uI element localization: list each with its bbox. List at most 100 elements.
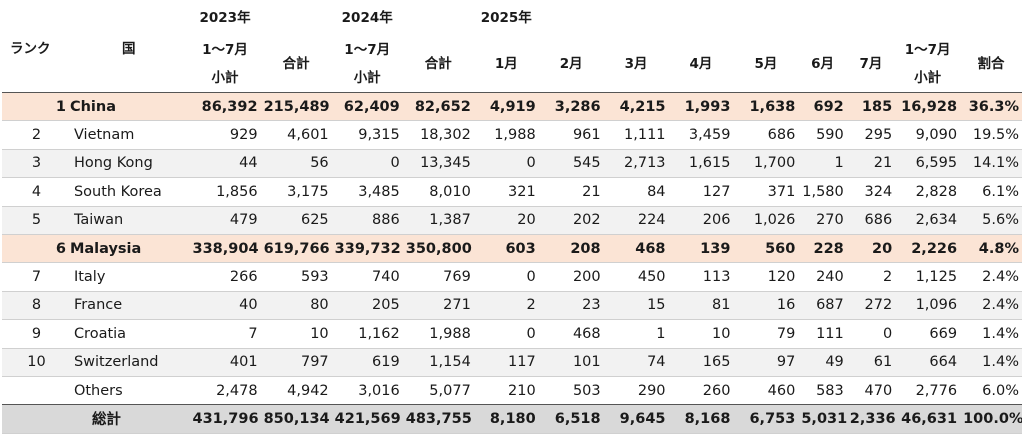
value-cell: 84 [647,183,666,200]
total-value-cell: 8,180 [473,404,539,434]
country-cell: Switzerland [67,348,190,377]
value-cell: 21 [846,149,896,178]
value-cell: 49 [798,348,847,377]
value-cell: 669 [929,325,958,342]
header-spacer [2,0,68,36]
header-2023-subtotal: 小計 [211,69,239,86]
value-cell: 468 [572,325,601,342]
country-cell: Others [73,382,123,399]
value-cell: 2.4% [960,291,1022,320]
value-cell: 503 [572,382,601,399]
value-cell: 272 [846,291,896,320]
value-cell: 7 [248,325,258,342]
value-cell: 6.1% [982,183,1019,200]
value-cell: 9,315 [358,127,400,144]
value-cell: 769 [443,269,471,286]
value-cell: 97 [733,348,799,377]
value-cell: 603 [473,234,539,263]
value-cell: 14.1% [960,149,1022,178]
value-cell: 13,345 [402,149,474,178]
value-cell: 206 [668,206,734,235]
value-cell: 6.0% [982,382,1019,399]
value-cell: 120 [767,269,796,286]
header-year-2023: 2023年 [199,10,251,26]
value-cell: 74 [603,348,669,377]
value-cell: 260 [702,382,731,399]
country-cell: Malaysia [67,234,190,263]
value-cell: 0 [331,149,403,178]
value-cell: 20 [473,206,539,235]
value-cell: 165 [668,348,734,377]
value-cell: 295 [864,127,893,144]
value-cell: 4,601 [287,127,329,144]
header-month-4: 4月 [689,55,713,72]
total-value-cell: 431,796 [189,404,261,434]
header-country: 国 [121,41,136,57]
header-2025-subtotal: 小計 [914,69,942,86]
value-cell: 619 [331,348,403,377]
value-cell: 290 [637,382,666,399]
table-row: Others 2,478 4,942 3,016 5,077 210 503 290 260 46… [2,376,1022,405]
value-cell: 4,919 [473,92,539,121]
value-cell: 202 [538,206,604,235]
value-cell: 2.4% [982,269,1019,286]
header-year-2024: 2024年 [341,10,393,26]
value-cell: 16,928 [895,92,961,121]
value-cell: 1,993 [668,92,734,121]
value-cell: 0 [882,325,893,342]
value-cell: 101 [538,348,604,377]
value-cell: 545 [538,149,604,178]
total-value-cell: 6,753 [733,404,799,434]
value-cell: 15 [603,291,669,320]
value-cell: 127 [702,183,731,200]
total-value-cell: 5,031 [798,404,847,434]
value-cell: 40 [189,291,261,320]
value-cell: 36.3% [960,92,1022,121]
table-row: 1 China 86,392 215,489 62,409 82,652 4,919 3,28… [2,92,1022,121]
value-cell: 1.4% [982,325,1019,342]
header-year-2025: 2025年 [480,10,532,26]
rank-cell: 1 [2,92,68,121]
value-cell: 210 [508,382,536,399]
value-cell: 3,485 [358,183,400,200]
value-cell: 82,652 [402,92,474,121]
value-cell: 266 [229,269,258,286]
value-cell: 961 [572,127,601,144]
value-cell: 185 [846,92,896,121]
value-cell: 61 [846,348,896,377]
value-cell: 113 [702,269,731,286]
country-cell: Hong Kong [67,149,190,178]
value-cell: 1,580 [802,183,844,200]
header-share: 割合 [977,55,1005,72]
country-cell: China [67,92,190,121]
value-cell: 3,016 [358,382,400,399]
value-cell: 86,392 [189,92,261,121]
value-cell: 5.6% [960,206,1022,235]
total-value-cell: 46,631 [895,404,961,434]
value-cell: 6,595 [895,149,961,178]
value-cell: 81 [668,291,734,320]
value-cell: 20 [846,234,896,263]
value-cell: 205 [331,291,403,320]
value-cell: 224 [603,206,669,235]
total-value-cell: 483,755 [402,404,474,434]
country-cell: France [67,291,190,320]
value-cell: 0 [526,269,536,286]
value-cell: 117 [473,348,539,377]
value-cell: 139 [668,234,734,263]
header-2025-jan-jul: 1～7月 [904,41,951,58]
value-cell: 686 [767,127,796,144]
country-cell: Croatia [73,325,127,342]
header-2024-jan-jul: 1～7月 [344,41,391,58]
total-value-cell: 8,168 [668,404,734,434]
header-2024-subtotal: 小計 [353,69,381,86]
value-cell: 692 [798,92,847,121]
table-row: 9 Croatia 7 10 1,162 1,988 0 468 1 10 79 111 0 669 1.4… [2,320,1022,349]
table-body: 1 China 86,392 215,489 62,409 82,652 4,919 3,28… [2,92,1022,434]
value-cell: 2,776 [915,382,958,399]
value-cell: 2,226 [895,234,961,263]
value-cell: 21 [582,183,601,200]
header-spacer [403,0,474,36]
value-cell: 590 [816,127,844,144]
table-row: 5 Taiwan 479 625 886 1,387 20 202 224 206 1,026 270… [2,206,1022,235]
